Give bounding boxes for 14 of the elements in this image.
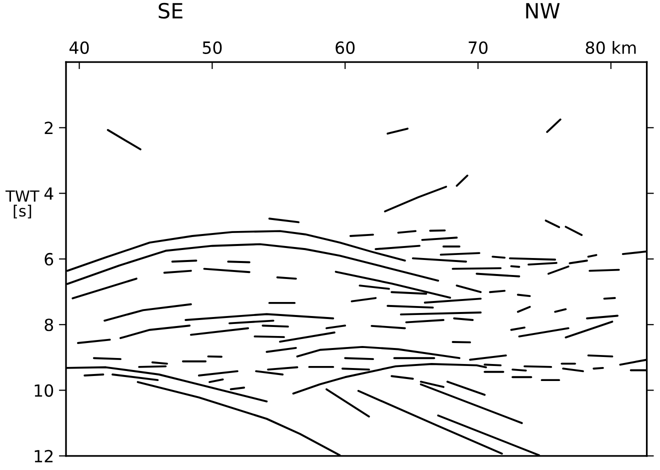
x-tick-label: 40 — [70, 41, 89, 54]
y-tick-label: 4 — [44, 188, 54, 200]
x-tick-label: 50 — [202, 41, 222, 54]
y-tick-label: 2 — [44, 122, 53, 134]
y-tick-label: 6 — [44, 252, 54, 266]
x-tick-label: 60 — [336, 41, 355, 54]
x-tick-label: 80 km — [586, 41, 636, 54]
text: NW — [526, 3, 560, 18]
y-tick-label: 10 — [34, 384, 54, 397]
x-tick-label: 70 — [468, 41, 488, 54]
text: SE — [158, 2, 182, 19]
y-tick-label: 12 — [34, 450, 53, 462]
y-tick-label: 8 — [44, 318, 54, 332]
y-axis-title: TWT [s] — [6, 190, 40, 218]
